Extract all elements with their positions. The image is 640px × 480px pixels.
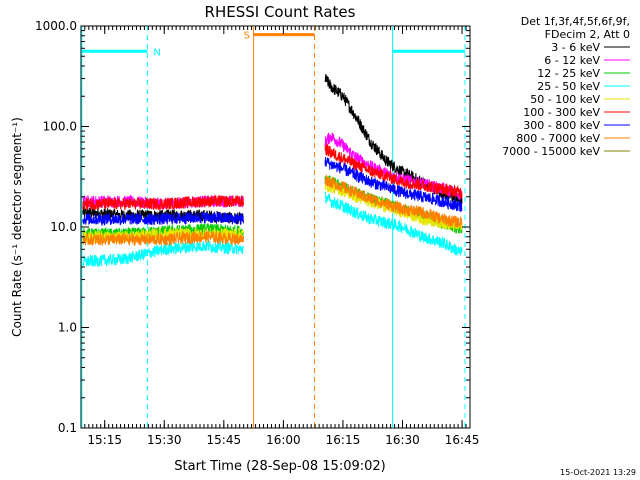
timestamp: 15-Oct-2021 13:29 xyxy=(560,468,636,477)
y-tick-label: 1.0 xyxy=(58,321,77,335)
x-tick-label: 15:45 xyxy=(207,433,242,447)
series-line xyxy=(82,240,244,268)
x-tick-label: 15:30 xyxy=(147,433,182,447)
series-line xyxy=(82,194,244,212)
legend-entry-label: 300 - 800 keV xyxy=(523,119,600,132)
x-tick-label: 15:15 xyxy=(87,433,122,447)
x-tick-label: 16:45 xyxy=(445,433,480,447)
series-line xyxy=(324,74,463,206)
chart-title: RHESSI Count Rates xyxy=(205,3,356,21)
legend-header-line-2: FDecim 2, Att 0 xyxy=(545,28,630,41)
legend-header-line-1: Det 1f,3f,4f,5f,6f,9f, xyxy=(521,15,630,28)
legend: Det 1f,3f,4f,5f,6f,9f, FDecim 2, Att 0 3… xyxy=(502,15,630,158)
series-line xyxy=(324,156,463,213)
x-tick-label: 16:30 xyxy=(385,433,420,447)
series-line xyxy=(324,174,463,228)
y-tick-label: 0.1 xyxy=(58,421,77,435)
series-line xyxy=(82,211,244,227)
x-axis-label: Start Time (28-Sep-08 15:09:02) xyxy=(174,459,385,474)
series-line xyxy=(82,230,244,246)
legend-entry-label: 100 - 300 keV xyxy=(523,106,600,119)
y-tick-label: 10.0 xyxy=(50,220,77,234)
legend-entry-label: 7000 - 15000 keV xyxy=(502,145,600,158)
x-tick-label: 16:15 xyxy=(326,433,361,447)
legend-entry-label: 12 - 25 keV xyxy=(537,67,600,80)
legend-entry-label: 25 - 50 keV xyxy=(537,80,600,93)
x-tick-label: 16:00 xyxy=(266,433,301,447)
y-tick-label: 1000.0 xyxy=(35,19,77,33)
series-line xyxy=(324,191,463,256)
y-axis-label: Count Rate (s⁻¹ detector segment⁻¹) xyxy=(10,117,24,337)
x-axis: 15:15 15:30 15:45 16:00 16:15 16:30 16:45 xyxy=(84,26,480,447)
annotation-label: S xyxy=(244,31,250,42)
annotation-label: N xyxy=(153,47,160,58)
y-axis: 0.1 1.0 10.0 100.0 1000.0 xyxy=(35,19,470,435)
plot-area: NS xyxy=(80,25,471,429)
legend-entry-label: 50 - 100 keV xyxy=(530,93,600,106)
legend-entry-label: 800 - 7000 keV xyxy=(516,132,600,145)
legend-entry-label: 6 - 12 keV xyxy=(544,54,600,67)
series-line xyxy=(82,223,244,241)
y-tick-label: 100.0 xyxy=(43,120,77,134)
legend-entry-label: 3 - 6 keV xyxy=(551,41,600,54)
series-line xyxy=(324,143,463,198)
